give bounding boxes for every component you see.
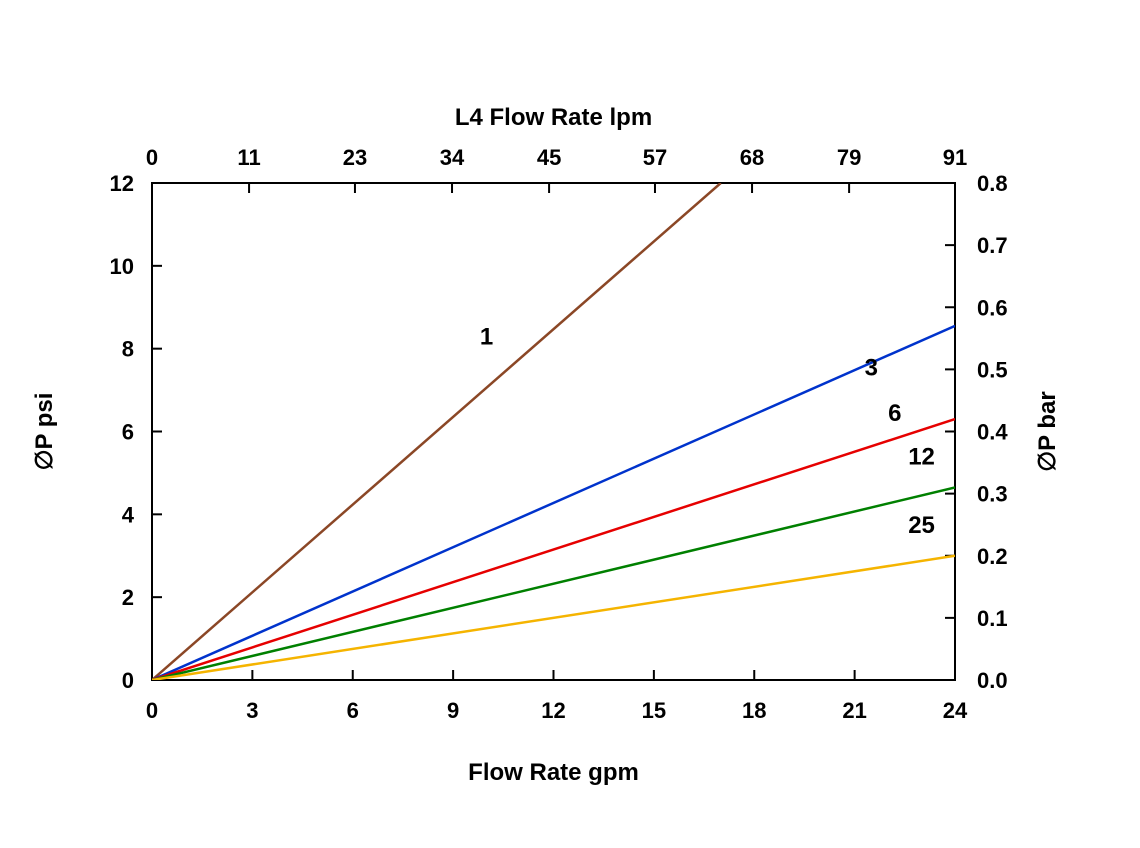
y-right-tick-label: 0.2 [977,544,1008,569]
x-top-tick-label: 57 [643,145,667,170]
y-left-axis-title: ∅P psi [31,393,58,471]
x-top-tick-label: 91 [943,145,967,170]
y-left-tick-label: 0 [122,668,134,693]
series-label-3: 3 [865,355,878,382]
x-bottom-tick-label: 24 [943,698,968,723]
x-bottom-tick-label: 9 [447,698,459,723]
y-right-tick-label: 0.7 [977,233,1008,258]
y-right-axis-title: ∅P bar [1034,391,1061,472]
x-bottom-tick-label: 6 [347,698,359,723]
y-right-tick-label: 0.4 [977,420,1008,445]
y-left-tick-label: 2 [122,585,134,610]
series-label-6: 6 [888,400,901,427]
series-label-25: 25 [908,512,935,539]
x-bottom-tick-label: 3 [246,698,258,723]
series-label-12: 12 [908,444,935,471]
y-right-tick-label: 0.8 [977,171,1008,196]
y-left-tick-label: 8 [122,337,134,362]
x-top-tick-label: 11 [237,145,260,170]
x-top-tick-label: 34 [440,145,465,170]
chart-svg: 0369121518212401123344557687991024681012… [0,0,1140,848]
y-left-tick-label: 6 [122,420,134,445]
y-right-tick-label: 0.5 [977,357,1008,382]
x-bottom-tick-label: 0 [146,698,158,723]
x-bottom-tick-label: 15 [642,698,666,723]
x-bottom-axis-title: Flow Rate gpm [468,759,639,786]
x-bottom-tick-label: 12 [541,698,565,723]
x-top-axis-title: L4 Flow Rate lpm [455,104,652,131]
y-left-tick-label: 10 [110,254,134,279]
y-right-tick-label: 0.6 [977,295,1008,320]
series-label-1: 1 [480,324,493,351]
chart-container: 0369121518212401123344557687991024681012… [0,0,1140,848]
x-bottom-tick-label: 18 [742,698,766,723]
x-top-tick-label: 79 [837,145,861,170]
x-top-tick-label: 0 [146,145,158,170]
x-top-tick-label: 68 [740,145,764,170]
y-right-tick-label: 0.1 [977,606,1008,631]
y-right-tick-label: 0.3 [977,482,1008,507]
y-right-tick-label: 0.0 [977,668,1008,693]
y-left-tick-label: 12 [110,171,134,196]
x-bottom-tick-label: 21 [842,698,866,723]
x-top-tick-label: 45 [537,145,561,170]
x-top-tick-label: 23 [343,145,367,170]
y-left-tick-label: 4 [122,502,135,527]
